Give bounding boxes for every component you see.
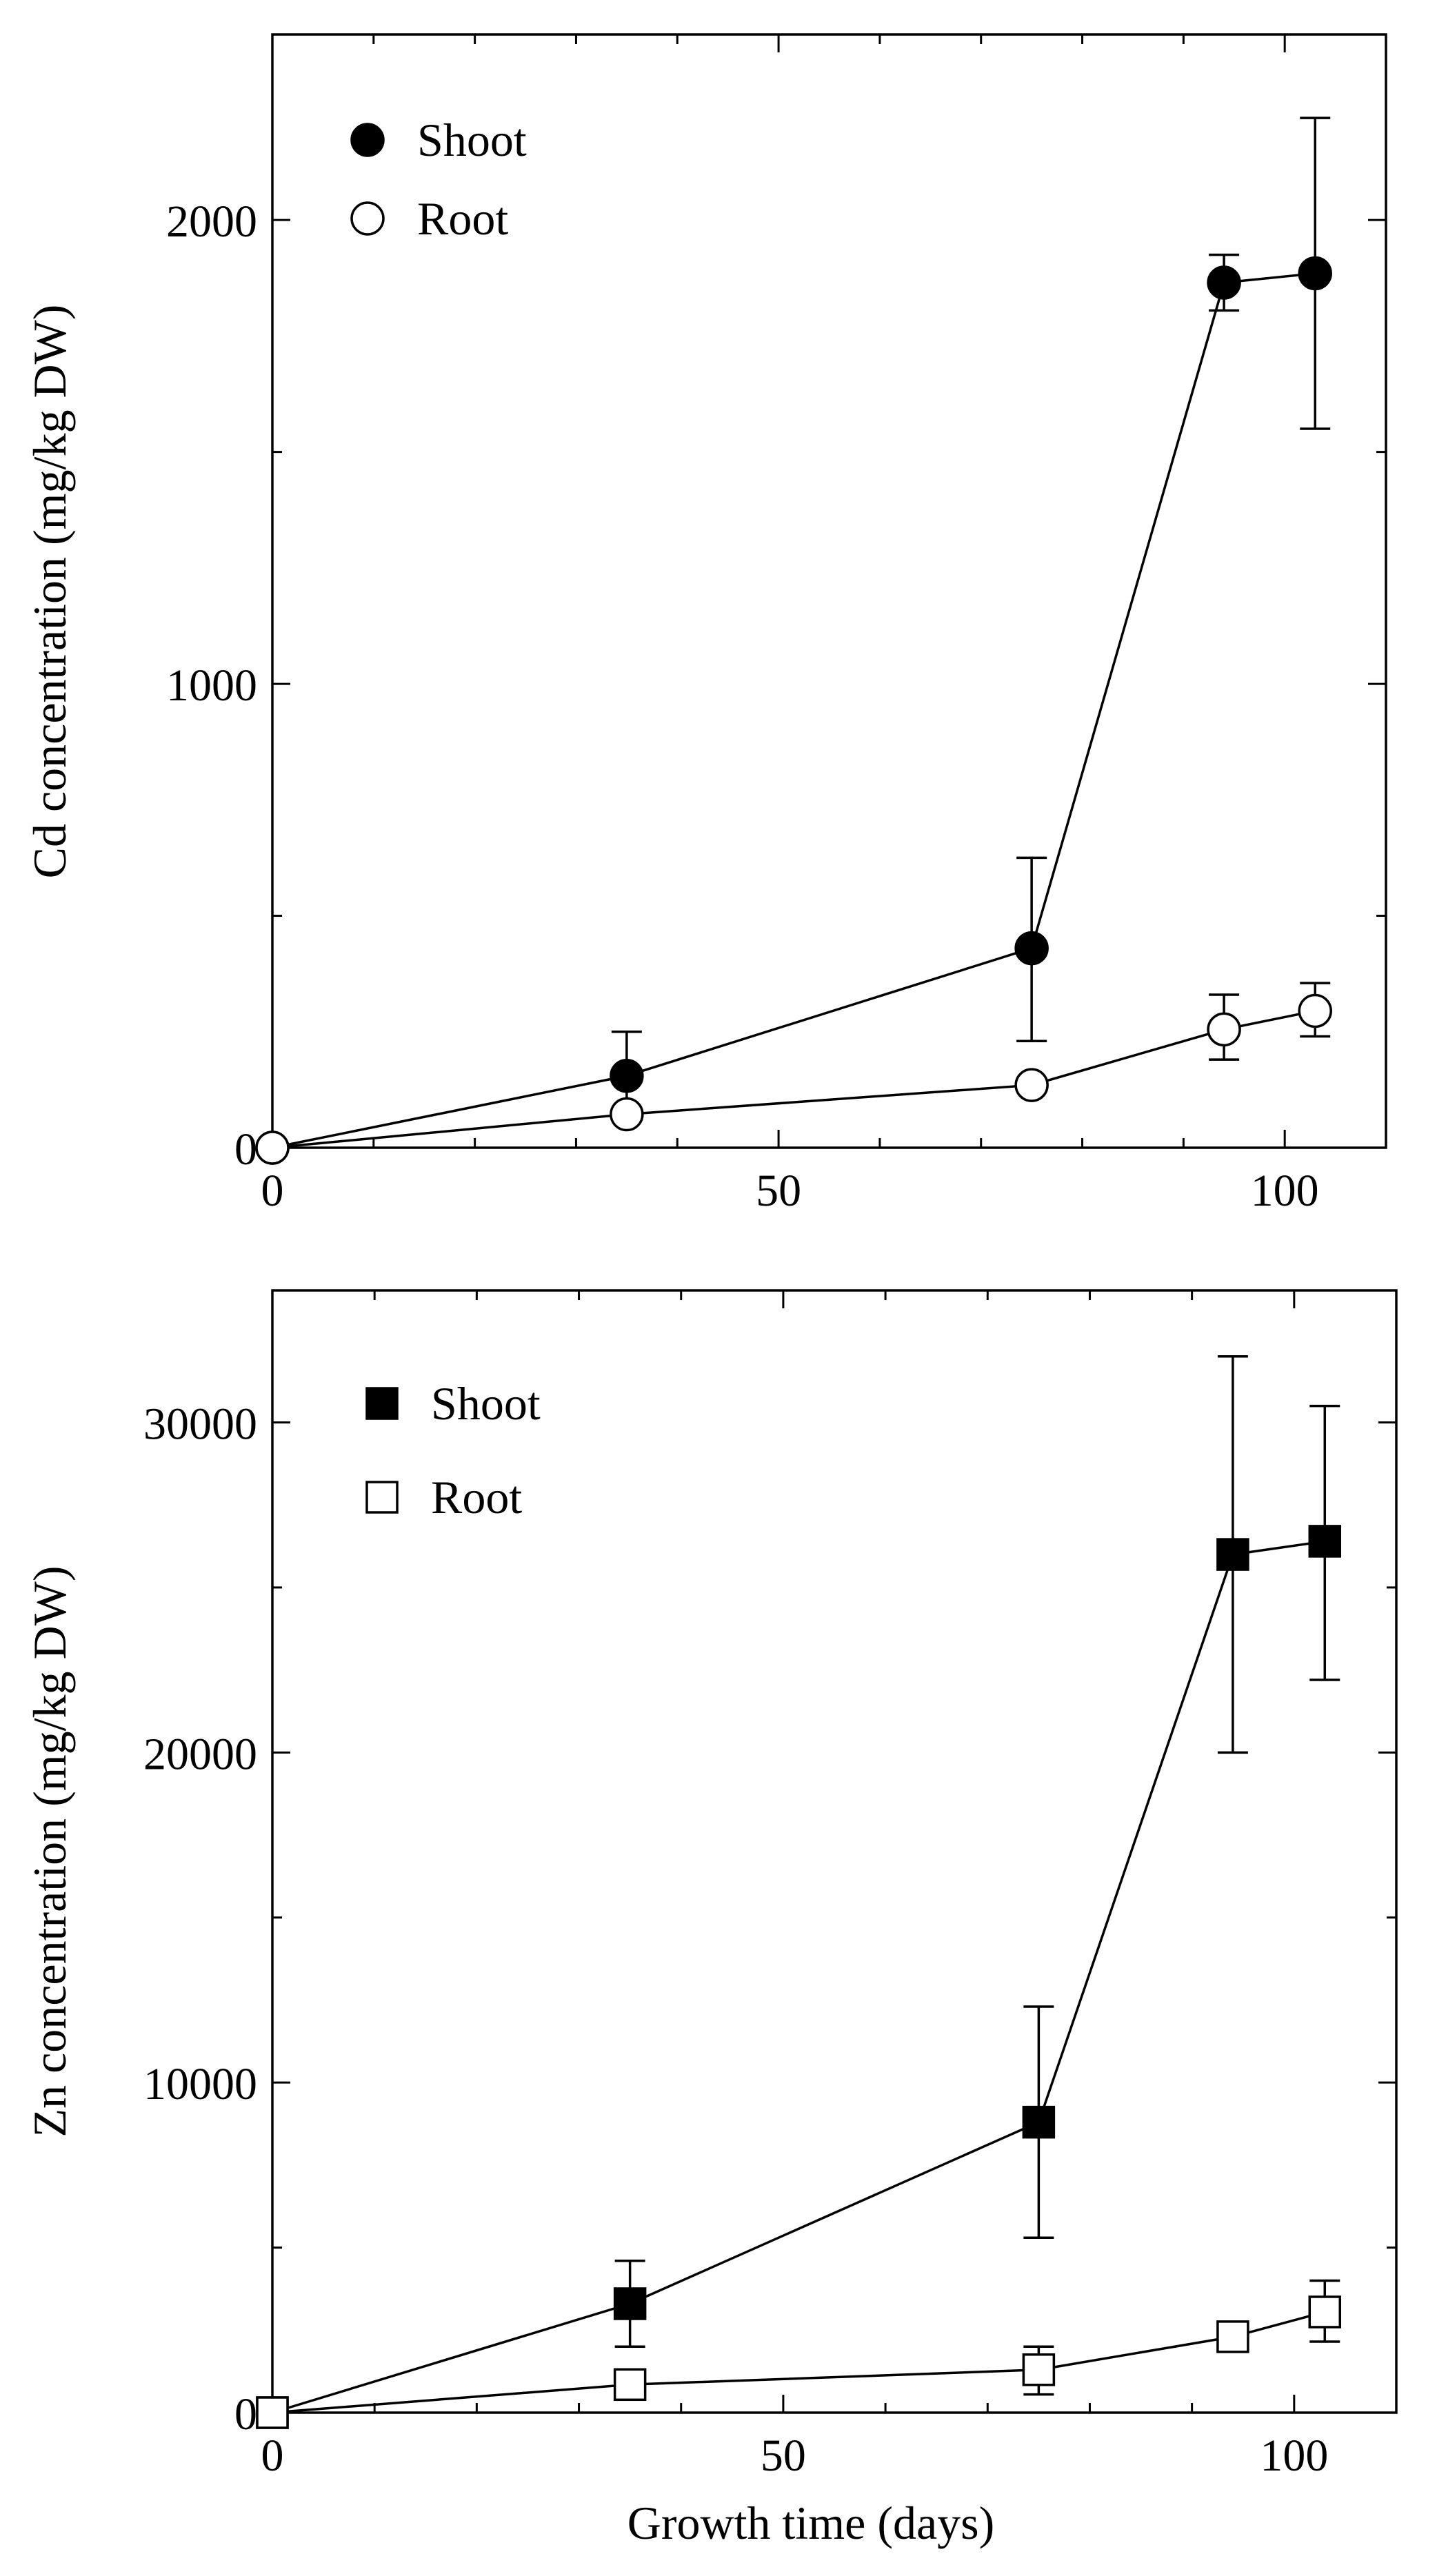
zn-x-axis-label: Growth time (days) xyxy=(627,2497,995,2549)
cd-x-tick-label: 50 xyxy=(756,1166,801,1216)
zn-root-point xyxy=(256,2396,289,2429)
cd-root-point xyxy=(1207,1012,1241,1047)
cd-y-tick-label: 0 xyxy=(234,1124,257,1175)
zn-shoot-point xyxy=(1308,1525,1342,1558)
zn-root-line xyxy=(272,2311,1325,2414)
cd-ticks xyxy=(272,34,1386,1148)
cd-legend-root-marker xyxy=(350,201,385,236)
cd-legend-shoot-marker xyxy=(350,123,385,157)
zn-series xyxy=(256,1355,1342,2429)
zn-x-tick-labels: 0 50 100 xyxy=(261,2431,1329,2481)
zn-shoot-point xyxy=(1216,1538,1249,1571)
zn-plot-frame xyxy=(271,1289,1398,2414)
cd-panel: 0 1000 2000 0 50 100 Cd concentration (m… xyxy=(23,33,1387,1216)
zn-legend-shoot-label: Shoot xyxy=(431,1377,541,1430)
cd-x-tick-labels: 0 50 100 xyxy=(261,1166,1319,1216)
zn-y-axis-label: Zn concentration (mg/kg DW) xyxy=(23,1566,76,2138)
zn-shoot-line xyxy=(272,1540,1325,2414)
cd-root-point xyxy=(1014,1068,1049,1102)
cd-y-tick-label: 1000 xyxy=(166,660,257,711)
zn-y-tick-labels: 0 10000 20000 30000 xyxy=(143,1399,257,2440)
cd-shoot-point xyxy=(1014,931,1049,966)
cd-root-point xyxy=(610,1097,644,1132)
zn-y-tick-label: 20000 xyxy=(143,1729,257,1779)
cd-y-axis-label: Cd concentration (mg/kg DW) xyxy=(23,305,76,879)
zn-x-tick-label: 0 xyxy=(261,2431,284,2481)
zn-root-point xyxy=(1308,2295,1342,2329)
zn-shoot-point xyxy=(613,2287,647,2320)
zn-y-tick-label: 30000 xyxy=(143,1399,257,1450)
cd-root-point xyxy=(255,1130,290,1165)
zn-ticks xyxy=(272,1290,1396,2413)
zn-root-point xyxy=(613,2368,647,2402)
zn-root-point xyxy=(1216,2320,1249,2353)
zn-legend-shoot-marker xyxy=(365,1387,399,1420)
cd-root-point xyxy=(1298,993,1332,1028)
cd-series xyxy=(255,116,1332,1165)
zn-legend: Shoot Root xyxy=(365,1377,541,1523)
cd-shoot-line xyxy=(272,272,1316,1149)
zn-legend-root-marker xyxy=(365,1481,399,1514)
cd-x-tick-label: 0 xyxy=(261,1166,284,1216)
cd-legend-shoot-label: Shoot xyxy=(417,114,527,166)
cd-root-line xyxy=(272,1009,1316,1149)
cd-x-tick-label: 100 xyxy=(1251,1166,1319,1216)
zn-y-tick-label: 0 xyxy=(234,2389,257,2440)
zn-legend-root-label: Root xyxy=(431,1471,522,1523)
zn-shoot-point xyxy=(1022,2105,1056,2139)
zn-x-tick-label: 50 xyxy=(761,2431,806,2481)
cd-legend-root-label: Root xyxy=(417,192,508,245)
cd-y-tick-labels: 0 1000 2000 xyxy=(166,196,257,1175)
cd-shoot-point xyxy=(1207,265,1241,300)
cd-shoot-point xyxy=(1298,256,1332,291)
cd-plot-frame xyxy=(271,33,1387,1149)
zn-root-point xyxy=(1022,2353,1056,2386)
zn-x-tick-label: 100 xyxy=(1260,2431,1328,2481)
zn-panel: 0 10000 20000 30000 0 50 100 Zn concentr… xyxy=(23,1289,1398,2549)
zn-y-tick-label: 10000 xyxy=(143,2059,257,2109)
cd-legend: Shoot Root xyxy=(350,114,527,245)
cd-shoot-point xyxy=(610,1058,644,1093)
cd-y-tick-label: 2000 xyxy=(166,196,257,247)
